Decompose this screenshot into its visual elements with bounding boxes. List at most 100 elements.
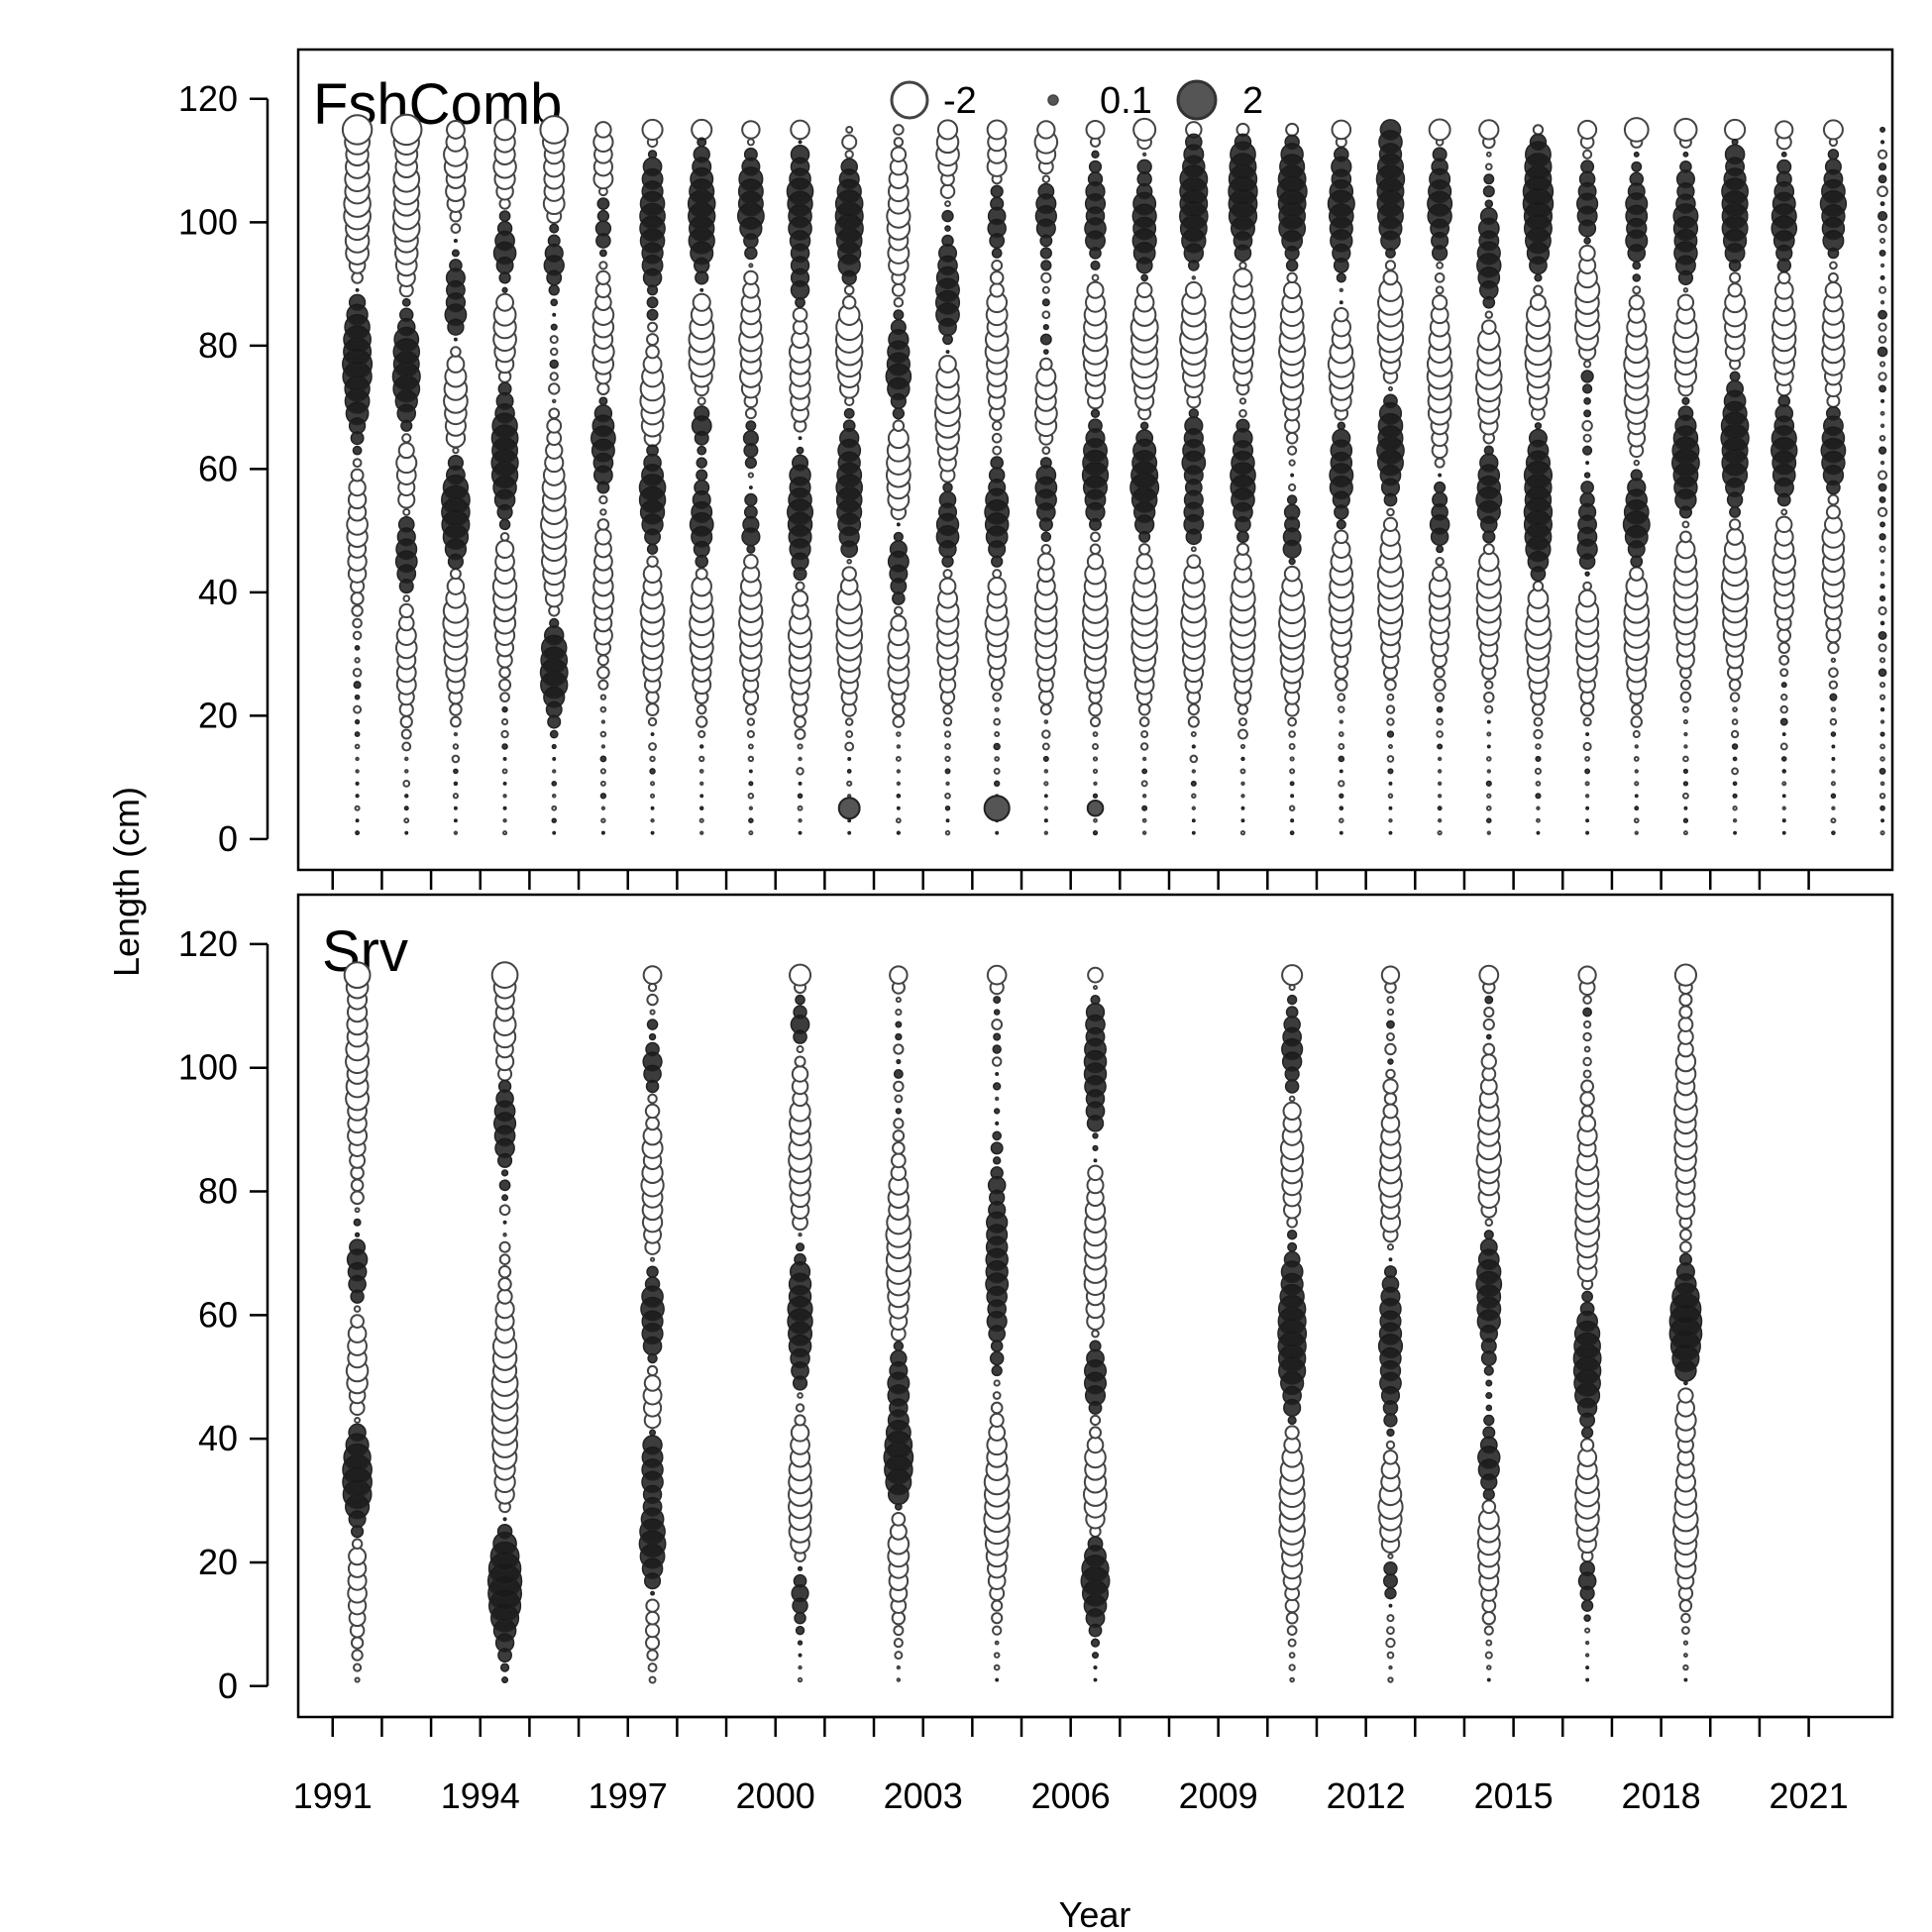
residual-bubble-positive xyxy=(1831,744,1836,749)
residual-bubble-positive xyxy=(1191,744,1196,749)
residual-bubble-positive xyxy=(1780,682,1787,689)
residual-bubble-negative xyxy=(390,113,423,147)
residual-bubble-positive xyxy=(797,1565,804,1571)
residual-bubble-positive xyxy=(1677,405,1694,422)
residual-bubble-negative xyxy=(355,756,360,762)
residual-bubble-negative xyxy=(1140,780,1148,788)
residual-bubble-negative xyxy=(1579,701,1595,717)
residual-bubble-positive xyxy=(1087,171,1104,187)
residual-bubble-negative xyxy=(1681,792,1689,800)
residual-bubble-positive xyxy=(992,1156,1002,1165)
residual-bubble-positive xyxy=(549,223,560,234)
residual-bubble-negative xyxy=(893,1080,905,1093)
residual-bubble-negative xyxy=(889,965,909,985)
residual-bubble-negative xyxy=(1831,805,1836,810)
residual-bubble-negative xyxy=(343,961,372,990)
y-axis-title: Length (cm) xyxy=(106,787,147,977)
residual-bubble-negative xyxy=(350,1178,365,1193)
residual-bubble-positive xyxy=(352,445,363,456)
residual-bubble-negative xyxy=(1682,719,1688,725)
residual-bubble-positive xyxy=(550,323,558,331)
residual-bubble-negative xyxy=(350,1636,365,1650)
residual-bubble-negative xyxy=(1681,1626,1690,1636)
residual-bubble-negative xyxy=(798,817,803,823)
residual-bubble-negative xyxy=(1191,769,1197,774)
residual-bubble-negative xyxy=(697,396,706,406)
residual-bubble-positive xyxy=(744,492,758,507)
residual-bubble-negative xyxy=(1384,260,1397,271)
residual-bubble-negative xyxy=(1235,542,1250,556)
residual-bubble-negative xyxy=(649,793,656,799)
residual-bubble-positive xyxy=(1285,1006,1299,1019)
residual-bubble-negative xyxy=(499,532,510,542)
residual-bubble-negative xyxy=(1041,446,1051,456)
residual-bubble-positive xyxy=(1092,1144,1099,1151)
residual-bubble-negative xyxy=(989,1412,1005,1428)
residual-bubble-positive xyxy=(1878,211,1888,222)
residual-bubble-positive xyxy=(1286,1230,1298,1240)
residual-bubble-positive xyxy=(1879,706,1885,712)
residual-bubble-positive xyxy=(983,795,1011,822)
residual-bubble-positive xyxy=(646,308,659,321)
residual-bubble-positive xyxy=(1827,149,1840,161)
residual-bubble-negative xyxy=(648,742,657,751)
residual-bubble-negative xyxy=(942,716,953,727)
residual-bubble-positive xyxy=(550,298,559,307)
residual-bubble-positive xyxy=(748,769,753,774)
residual-bubble-negative xyxy=(1878,434,1886,442)
residual-bubble-negative xyxy=(1486,793,1492,799)
residual-bubble-negative xyxy=(1634,744,1639,749)
residual-bubble-negative xyxy=(796,767,805,776)
residual-bubble-negative xyxy=(403,769,409,774)
residual-bubble-negative xyxy=(1682,1664,1689,1671)
residual-bubble-positive xyxy=(893,309,905,321)
residual-bubble-negative xyxy=(498,678,512,692)
residual-bubble-positive xyxy=(1387,1058,1394,1065)
residual-bubble-negative xyxy=(1480,319,1497,335)
residual-bubble-negative xyxy=(1382,516,1399,532)
residual-bubble-negative xyxy=(1288,459,1296,467)
residual-bubble-negative xyxy=(546,417,563,434)
residual-bubble-positive xyxy=(1434,481,1447,494)
residual-bubble-positive xyxy=(1092,830,1099,836)
residual-bubble-negative xyxy=(499,692,510,703)
residual-bubble-negative xyxy=(1878,223,1887,234)
residual-bubble-negative xyxy=(354,657,361,664)
residual-bubble-negative xyxy=(1634,781,1640,787)
residual-bubble-negative xyxy=(699,830,704,835)
residual-bubble-negative xyxy=(1879,719,1885,724)
residual-bubble-negative xyxy=(1484,310,1494,319)
residual-bubble-negative xyxy=(1091,273,1100,282)
residual-bubble-positive xyxy=(1136,159,1152,174)
residual-bubble-negative xyxy=(891,702,906,717)
residual-bubble-positive xyxy=(1240,818,1245,823)
residual-bubble-positive xyxy=(642,1435,663,1455)
residual-bubble-negative xyxy=(748,805,754,810)
residual-bubble-positive xyxy=(1830,793,1837,800)
residual-bubble-positive xyxy=(551,781,558,787)
residual-bubble-negative xyxy=(449,702,463,716)
residual-bubble-positive xyxy=(744,246,758,261)
residual-bubble-positive xyxy=(797,793,804,800)
residual-bubble-negative xyxy=(354,805,361,811)
residual-bubble-negative xyxy=(994,1096,1000,1102)
residual-bubble-positive xyxy=(502,781,507,786)
residual-bubble-negative xyxy=(991,259,1004,271)
residual-bubble-negative xyxy=(944,743,951,750)
residual-bubble-negative xyxy=(1878,605,1887,616)
residual-bubble-negative xyxy=(698,817,704,823)
residual-bubble-negative xyxy=(1824,281,1843,299)
residual-bubble-positive xyxy=(990,1141,1004,1155)
residual-bubble-positive xyxy=(1338,755,1345,763)
residual-bubble-positive xyxy=(501,1194,509,1202)
residual-bubble-negative xyxy=(400,728,412,740)
residual-bubble-negative xyxy=(1879,694,1886,700)
residual-bubble-positive xyxy=(1090,1638,1101,1648)
residual-bubble-negative xyxy=(891,282,906,297)
residual-bubble-negative xyxy=(1041,310,1051,320)
residual-bubble-negative xyxy=(498,1204,511,1217)
residual-bubble-negative xyxy=(401,433,412,444)
residual-bubble-negative xyxy=(647,716,658,727)
bubble-layer xyxy=(341,113,1888,836)
residual-bubble-negative xyxy=(1087,1164,1104,1182)
